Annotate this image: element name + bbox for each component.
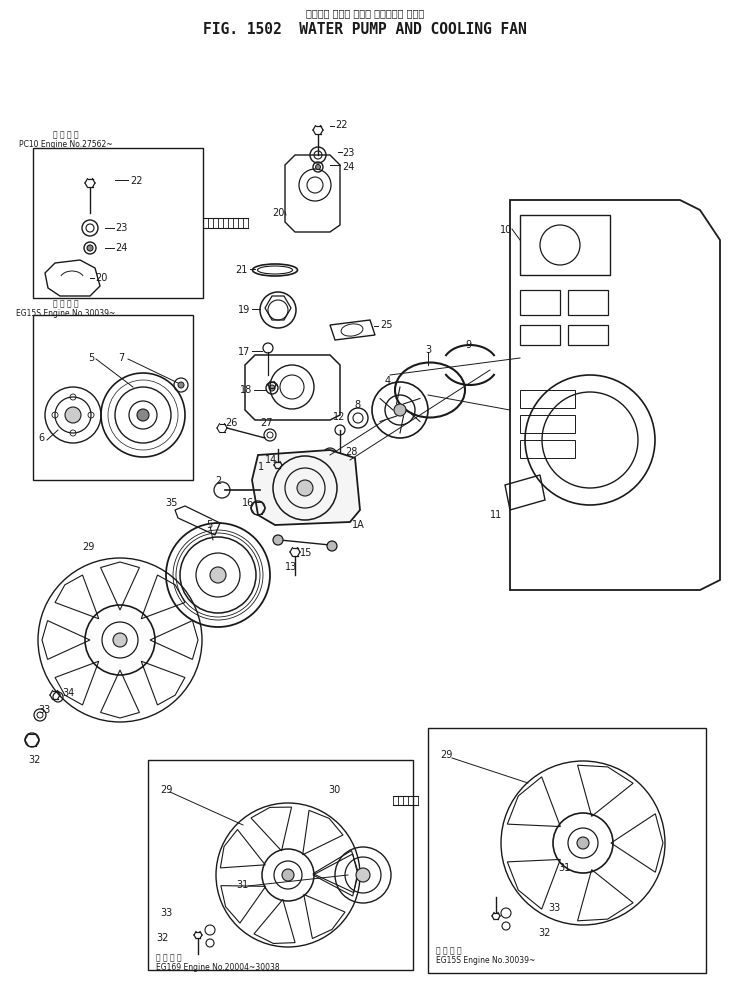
Text: 21: 21 — [235, 265, 247, 275]
Bar — [33, 148, 203, 298]
Circle shape — [356, 868, 370, 882]
Circle shape — [327, 541, 337, 551]
Bar — [148, 760, 413, 970]
Circle shape — [269, 385, 275, 391]
Text: 4: 4 — [385, 376, 391, 386]
Text: 31: 31 — [558, 863, 570, 873]
Text: 25: 25 — [380, 320, 393, 330]
Bar — [520, 215, 610, 275]
Text: 6: 6 — [38, 433, 44, 443]
Text: 備 用 号 題: 備 用 号 題 — [156, 953, 182, 962]
Text: 27: 27 — [260, 418, 272, 428]
Text: 23: 23 — [115, 223, 127, 233]
Circle shape — [577, 837, 589, 849]
Text: 備 用 号 題: 備 用 号 題 — [53, 299, 79, 308]
Text: 17: 17 — [238, 347, 250, 357]
Bar — [520, 290, 560, 315]
Circle shape — [315, 164, 320, 169]
Text: 3: 3 — [425, 345, 431, 355]
Text: 34: 34 — [62, 688, 74, 698]
Text: FIG. 1502  WATER PUMP AND COOLING FAN: FIG. 1502 WATER PUMP AND COOLING FAN — [203, 22, 527, 37]
Text: 7: 7 — [118, 353, 124, 363]
Bar — [520, 390, 575, 408]
Text: 35: 35 — [165, 498, 177, 508]
Text: 30: 30 — [328, 785, 340, 795]
Circle shape — [210, 567, 226, 583]
Text: 20: 20 — [272, 208, 285, 218]
Bar — [520, 440, 575, 458]
Text: 20: 20 — [95, 273, 107, 283]
Text: 33: 33 — [160, 908, 172, 918]
Text: 2: 2 — [215, 476, 221, 486]
Text: 28: 28 — [345, 447, 358, 457]
Bar — [520, 325, 560, 345]
Text: 24: 24 — [342, 162, 354, 172]
Circle shape — [394, 404, 406, 416]
Circle shape — [137, 409, 149, 421]
Text: 18: 18 — [240, 385, 253, 395]
Text: 32: 32 — [28, 755, 40, 765]
Circle shape — [282, 869, 294, 881]
Text: 16: 16 — [242, 498, 254, 508]
Text: 備 用 号 題: 備 用 号 題 — [53, 130, 79, 139]
Text: 5: 5 — [206, 520, 212, 530]
Bar — [33, 315, 193, 480]
Text: 5: 5 — [88, 353, 94, 363]
Circle shape — [178, 382, 184, 388]
Text: PC10 Engine No.27562~: PC10 Engine No.27562~ — [19, 140, 113, 149]
Text: 32: 32 — [156, 933, 169, 943]
Text: 19: 19 — [238, 305, 250, 315]
Circle shape — [273, 535, 283, 545]
Circle shape — [87, 245, 93, 251]
Text: 22: 22 — [130, 176, 142, 186]
Polygon shape — [252, 450, 360, 525]
Text: 1: 1 — [258, 462, 264, 472]
Circle shape — [113, 633, 127, 647]
Bar — [568, 290, 608, 315]
Text: 23: 23 — [342, 148, 354, 158]
Text: 24: 24 — [115, 243, 127, 253]
Text: 22: 22 — [335, 120, 347, 130]
Text: 10: 10 — [500, 225, 512, 235]
Text: 33: 33 — [548, 903, 560, 913]
Text: 29: 29 — [160, 785, 172, 795]
Text: 11: 11 — [490, 510, 502, 520]
Text: 29: 29 — [440, 750, 453, 760]
Text: 33: 33 — [38, 705, 50, 715]
Circle shape — [323, 448, 337, 462]
Text: EG15S Engine No.30039~: EG15S Engine No.30039~ — [436, 956, 535, 965]
Text: EG169 Engine No.20004~30038: EG169 Engine No.20004~30038 — [156, 963, 280, 972]
Bar — [568, 325, 608, 345]
Text: 9: 9 — [465, 340, 471, 350]
Text: ウォータ ホンプ およܿ クーリング ファン: ウォータ ホンプ およܿ クーリング ファン — [306, 8, 424, 18]
Text: 29: 29 — [82, 542, 94, 552]
Text: 備 用 号 題: 備 用 号 題 — [436, 946, 461, 955]
Text: 12: 12 — [333, 412, 345, 422]
Text: 14: 14 — [265, 455, 277, 465]
Text: 32: 32 — [538, 928, 550, 938]
Bar — [428, 728, 706, 973]
Text: 13: 13 — [285, 562, 297, 572]
Circle shape — [297, 480, 313, 496]
Text: 15: 15 — [300, 548, 312, 558]
Text: 8: 8 — [354, 400, 360, 410]
Text: 26: 26 — [225, 418, 237, 428]
Text: 31: 31 — [236, 880, 248, 890]
Text: EG15S Engine No.30039~: EG15S Engine No.30039~ — [16, 309, 115, 318]
Text: 1A: 1A — [352, 520, 365, 530]
Bar — [520, 415, 575, 433]
Circle shape — [65, 407, 81, 423]
